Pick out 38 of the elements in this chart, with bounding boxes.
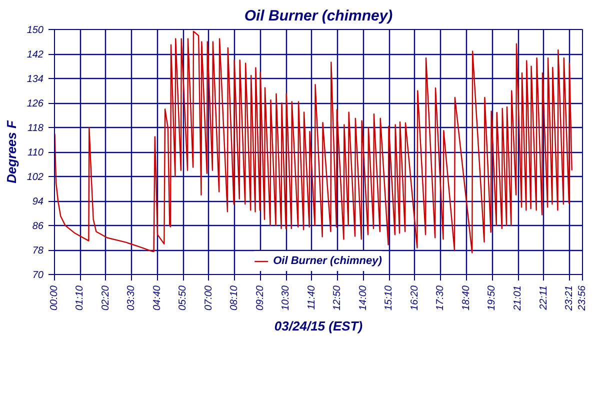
line-series xyxy=(54,30,572,254)
y-tick-label: 78 xyxy=(32,246,44,256)
y-tick-label: 150 xyxy=(26,25,44,36)
x-tick-label: 17:30 xyxy=(435,285,446,311)
chart-title: Oil Burner (chimney) xyxy=(244,8,393,24)
x-tick-label: 10:30 xyxy=(280,285,292,311)
x-tick-label: 03:30 xyxy=(126,285,138,311)
x-tick-label: 07:00 xyxy=(203,285,214,311)
y-tick-label: 134 xyxy=(26,74,44,85)
x-tick-label: 02:20 xyxy=(100,285,112,311)
y-axis-title: Degrees F xyxy=(4,120,19,184)
x-tick-label: 15:10 xyxy=(384,285,395,311)
x-tick-label: 16:20 xyxy=(409,285,420,311)
x-tick-label: 00:00 xyxy=(49,285,60,311)
x-tick-label: 08:10 xyxy=(229,285,240,311)
y-tick-label: 126 xyxy=(26,98,44,110)
x-tick-label: 14:00 xyxy=(358,285,369,311)
y-tick-label: 86 xyxy=(32,221,44,232)
y-tick-label: 102 xyxy=(26,172,44,183)
x-tick-label: 05:50 xyxy=(178,285,189,311)
x-tick-label: 22:11 xyxy=(538,285,550,311)
y-tick-label: 94 xyxy=(32,196,44,208)
x-axis-title: 03/24/15 (EST) xyxy=(274,318,363,334)
x-tick-label: 23:21 xyxy=(564,285,576,312)
x-tick-label: 21:01 xyxy=(512,285,524,312)
x-tick-label: 19:50 xyxy=(486,285,498,311)
y-tick-label: 142 xyxy=(26,50,44,60)
x-tick-label: 09:20 xyxy=(254,285,266,311)
x-tick-label: 04:40 xyxy=(152,285,163,311)
y-tick-label: 70 xyxy=(32,270,44,281)
legend-label: Oil Burner (chimney) xyxy=(273,255,382,267)
x-tick-label: 18:40 xyxy=(460,285,472,311)
y-tick-label: 118 xyxy=(28,123,44,134)
x-tick-label: 01:10 xyxy=(74,285,86,311)
y-tick-label: 110 xyxy=(28,148,44,158)
x-tick-label: 11:40 xyxy=(306,285,318,310)
x-tick-label: 23:56 xyxy=(577,285,588,312)
x-tick-label: 12:50 xyxy=(332,285,344,311)
